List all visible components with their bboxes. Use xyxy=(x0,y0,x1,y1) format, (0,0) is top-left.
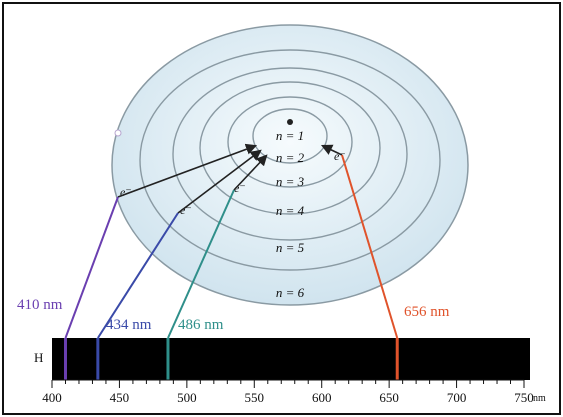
projection-line-434 xyxy=(97,212,179,339)
emission-line-434 xyxy=(96,338,100,380)
emission-line-410 xyxy=(63,338,67,380)
wavelength-label-410: 410 nm xyxy=(17,297,63,313)
emission-spectrum: H 400 450 500 550 600 650 700 750 nm xyxy=(34,338,546,405)
axis-tick-label-450: 450 xyxy=(110,390,130,405)
orbit-3 xyxy=(199,81,381,215)
electron-label-n5: e⁻ xyxy=(180,203,192,217)
transition-arrow-n3 xyxy=(320,144,343,156)
level-label-5: n = 5 xyxy=(276,240,305,255)
axis-tick-label-500: 500 xyxy=(177,390,197,405)
projection-line-656 xyxy=(341,154,399,339)
axis-unit: nm xyxy=(533,393,546,404)
outer-electron xyxy=(114,129,122,137)
orbit-2 xyxy=(227,96,353,188)
electron-label-n3: e⁻ xyxy=(334,149,346,163)
wavelength-label-656: 656 nm xyxy=(404,304,450,320)
level-label-1: n = 1 xyxy=(276,128,304,143)
projection-line-486 xyxy=(167,189,235,339)
orbit-1 xyxy=(252,108,328,164)
level-label-2: n = 2 xyxy=(276,150,305,165)
wavelength-label-434: 434 nm xyxy=(106,317,152,333)
level-label-6: n = 6 xyxy=(276,285,305,300)
emission-line-486 xyxy=(166,338,170,380)
bohr-orbits xyxy=(111,24,469,306)
axis-tick-label-600: 600 xyxy=(312,390,332,405)
orbit-6 xyxy=(111,24,469,306)
level-label-3: n = 3 xyxy=(276,174,305,189)
axis-tick-label-750: 750 xyxy=(514,390,534,405)
electron-label-n4: e⁻ xyxy=(234,181,246,195)
axis-tick-label-700: 700 xyxy=(447,390,467,405)
level-label-4: n = 4 xyxy=(276,203,305,218)
orbit-5 xyxy=(139,49,441,271)
electron-label-n6: e⁻ xyxy=(120,185,132,199)
axis-tick-label-650: 650 xyxy=(379,390,399,405)
transition-arrow-n5 xyxy=(177,149,262,214)
spectrum-bar xyxy=(52,338,530,380)
transition-arrow-n6 xyxy=(117,143,258,198)
emission-line-656 xyxy=(395,338,399,380)
projection-line-410 xyxy=(64,196,119,339)
wavelength-label-486: 486 nm xyxy=(178,317,224,333)
transition-arrow-n4 xyxy=(233,154,268,191)
axis-tick-label-400: 400 xyxy=(42,390,62,405)
axis-tick-label-550: 550 xyxy=(245,390,265,405)
orbit-4 xyxy=(172,67,408,241)
element-label: H xyxy=(34,350,43,365)
nucleus xyxy=(287,119,293,125)
